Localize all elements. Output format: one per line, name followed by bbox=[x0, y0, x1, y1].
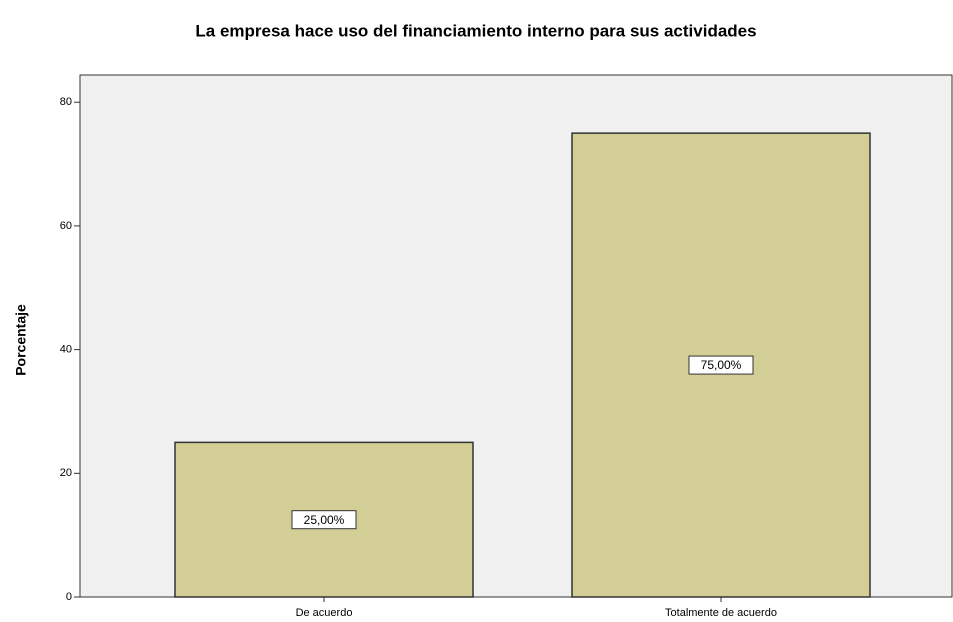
y-tick-label: 0 bbox=[66, 591, 72, 603]
value-label: 25,00% bbox=[304, 513, 345, 527]
x-tick-label: Totalmente de acuerdo bbox=[665, 607, 777, 619]
y-tick-label: 60 bbox=[60, 220, 72, 232]
chart-title: La empresa hace uso del financiamiento i… bbox=[195, 21, 756, 40]
y-tick-label: 20 bbox=[60, 467, 72, 479]
value-label-box bbox=[688, 355, 754, 375]
y-tick-label: 40 bbox=[60, 344, 72, 356]
y-axis-label: Porcentaje bbox=[13, 304, 29, 376]
x-tick-label: De acuerdo bbox=[296, 607, 353, 619]
value-label-box bbox=[291, 510, 357, 530]
value-label: 75,00% bbox=[701, 358, 742, 372]
y-tick-label: 80 bbox=[60, 96, 72, 108]
